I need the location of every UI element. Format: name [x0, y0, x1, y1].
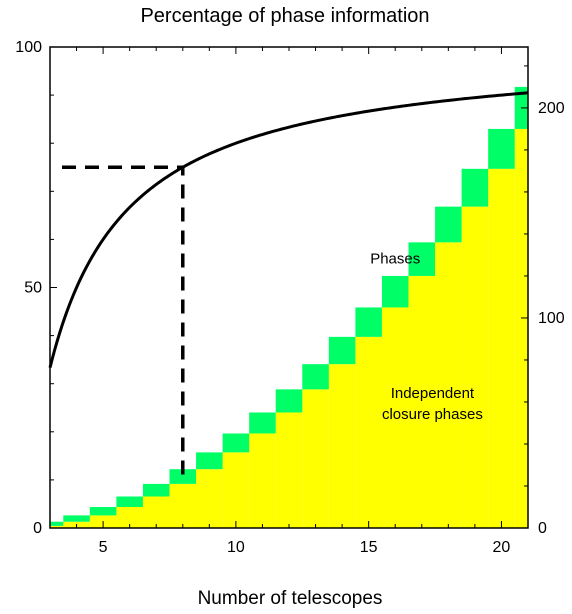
closure-bar-3: [50, 525, 64, 528]
closure-bar-15: [355, 336, 382, 528]
phase-bar-15: [355, 307, 382, 337]
closure-bar-19: [461, 206, 489, 529]
phase-bar-8: [169, 469, 197, 484]
phase-bar-5: [89, 506, 117, 516]
closure-bar-21: [514, 128, 528, 528]
closure-bar-9: [196, 469, 223, 528]
phase-bar-11: [249, 412, 276, 434]
closure-bar-12: [275, 412, 303, 528]
reference-dashed-line: [62, 165, 185, 482]
phase-bars: [50, 86, 528, 526]
phase-bar-20: [488, 128, 515, 169]
closure-phase-bars: [50, 128, 528, 529]
closure-bar-10: [222, 452, 250, 528]
y-left-tick-label-100: 100: [15, 39, 42, 56]
phase-info-curve: [48, 91, 529, 369]
closure-label-line1: Independent: [391, 385, 475, 402]
phase-bar-4: [63, 515, 90, 522]
y-right-tick-label-100: 100: [538, 310, 565, 327]
x-tick-label-5: 5: [99, 539, 108, 556]
y-right-tick-label-200: 200: [538, 100, 565, 117]
phase-bar-3: [50, 521, 64, 526]
y-left-tick-label-0: 0: [33, 520, 42, 537]
axis-ticks: [49, 46, 529, 529]
phase-bar-14: [328, 336, 356, 365]
closure-bar-14: [328, 364, 356, 528]
phase-bar-10: [222, 433, 250, 453]
x-tick-label-15: 15: [360, 539, 378, 556]
phase-bar-16: [381, 275, 409, 308]
closure-bar-13: [302, 389, 329, 528]
phase-bar-17: [408, 242, 436, 276]
x-tick-label-10: 10: [227, 539, 245, 556]
phase-bar-18: [435, 206, 462, 243]
closure-bar-6: [116, 506, 143, 528]
closure-bar-11: [249, 433, 276, 528]
phase-bar-12: [275, 389, 303, 413]
closure-bar-7: [142, 496, 170, 528]
closure-bar-8: [169, 483, 197, 528]
x-tick-label-20: 20: [493, 539, 511, 556]
chart-title: Percentage of phase information: [140, 5, 429, 27]
closure-bar-16: [381, 307, 409, 528]
phase-bar-9: [196, 452, 223, 470]
closure-label-line2: closure phases: [382, 406, 483, 423]
phase-bar-19: [461, 168, 489, 207]
phase-bar-13: [302, 364, 329, 390]
y-right-tick-label-0: 0: [538, 520, 547, 537]
y-left-tick-label-50: 50: [24, 280, 42, 297]
phases-label: Phases: [370, 250, 420, 267]
phase-bar-6: [116, 496, 143, 507]
closure-bar-20: [488, 168, 515, 529]
closure-bar-18: [435, 242, 462, 528]
phase-bar-7: [142, 483, 170, 497]
x-axis-title: Number of telescopes: [198, 588, 383, 609]
closure-bar-17: [408, 275, 436, 528]
